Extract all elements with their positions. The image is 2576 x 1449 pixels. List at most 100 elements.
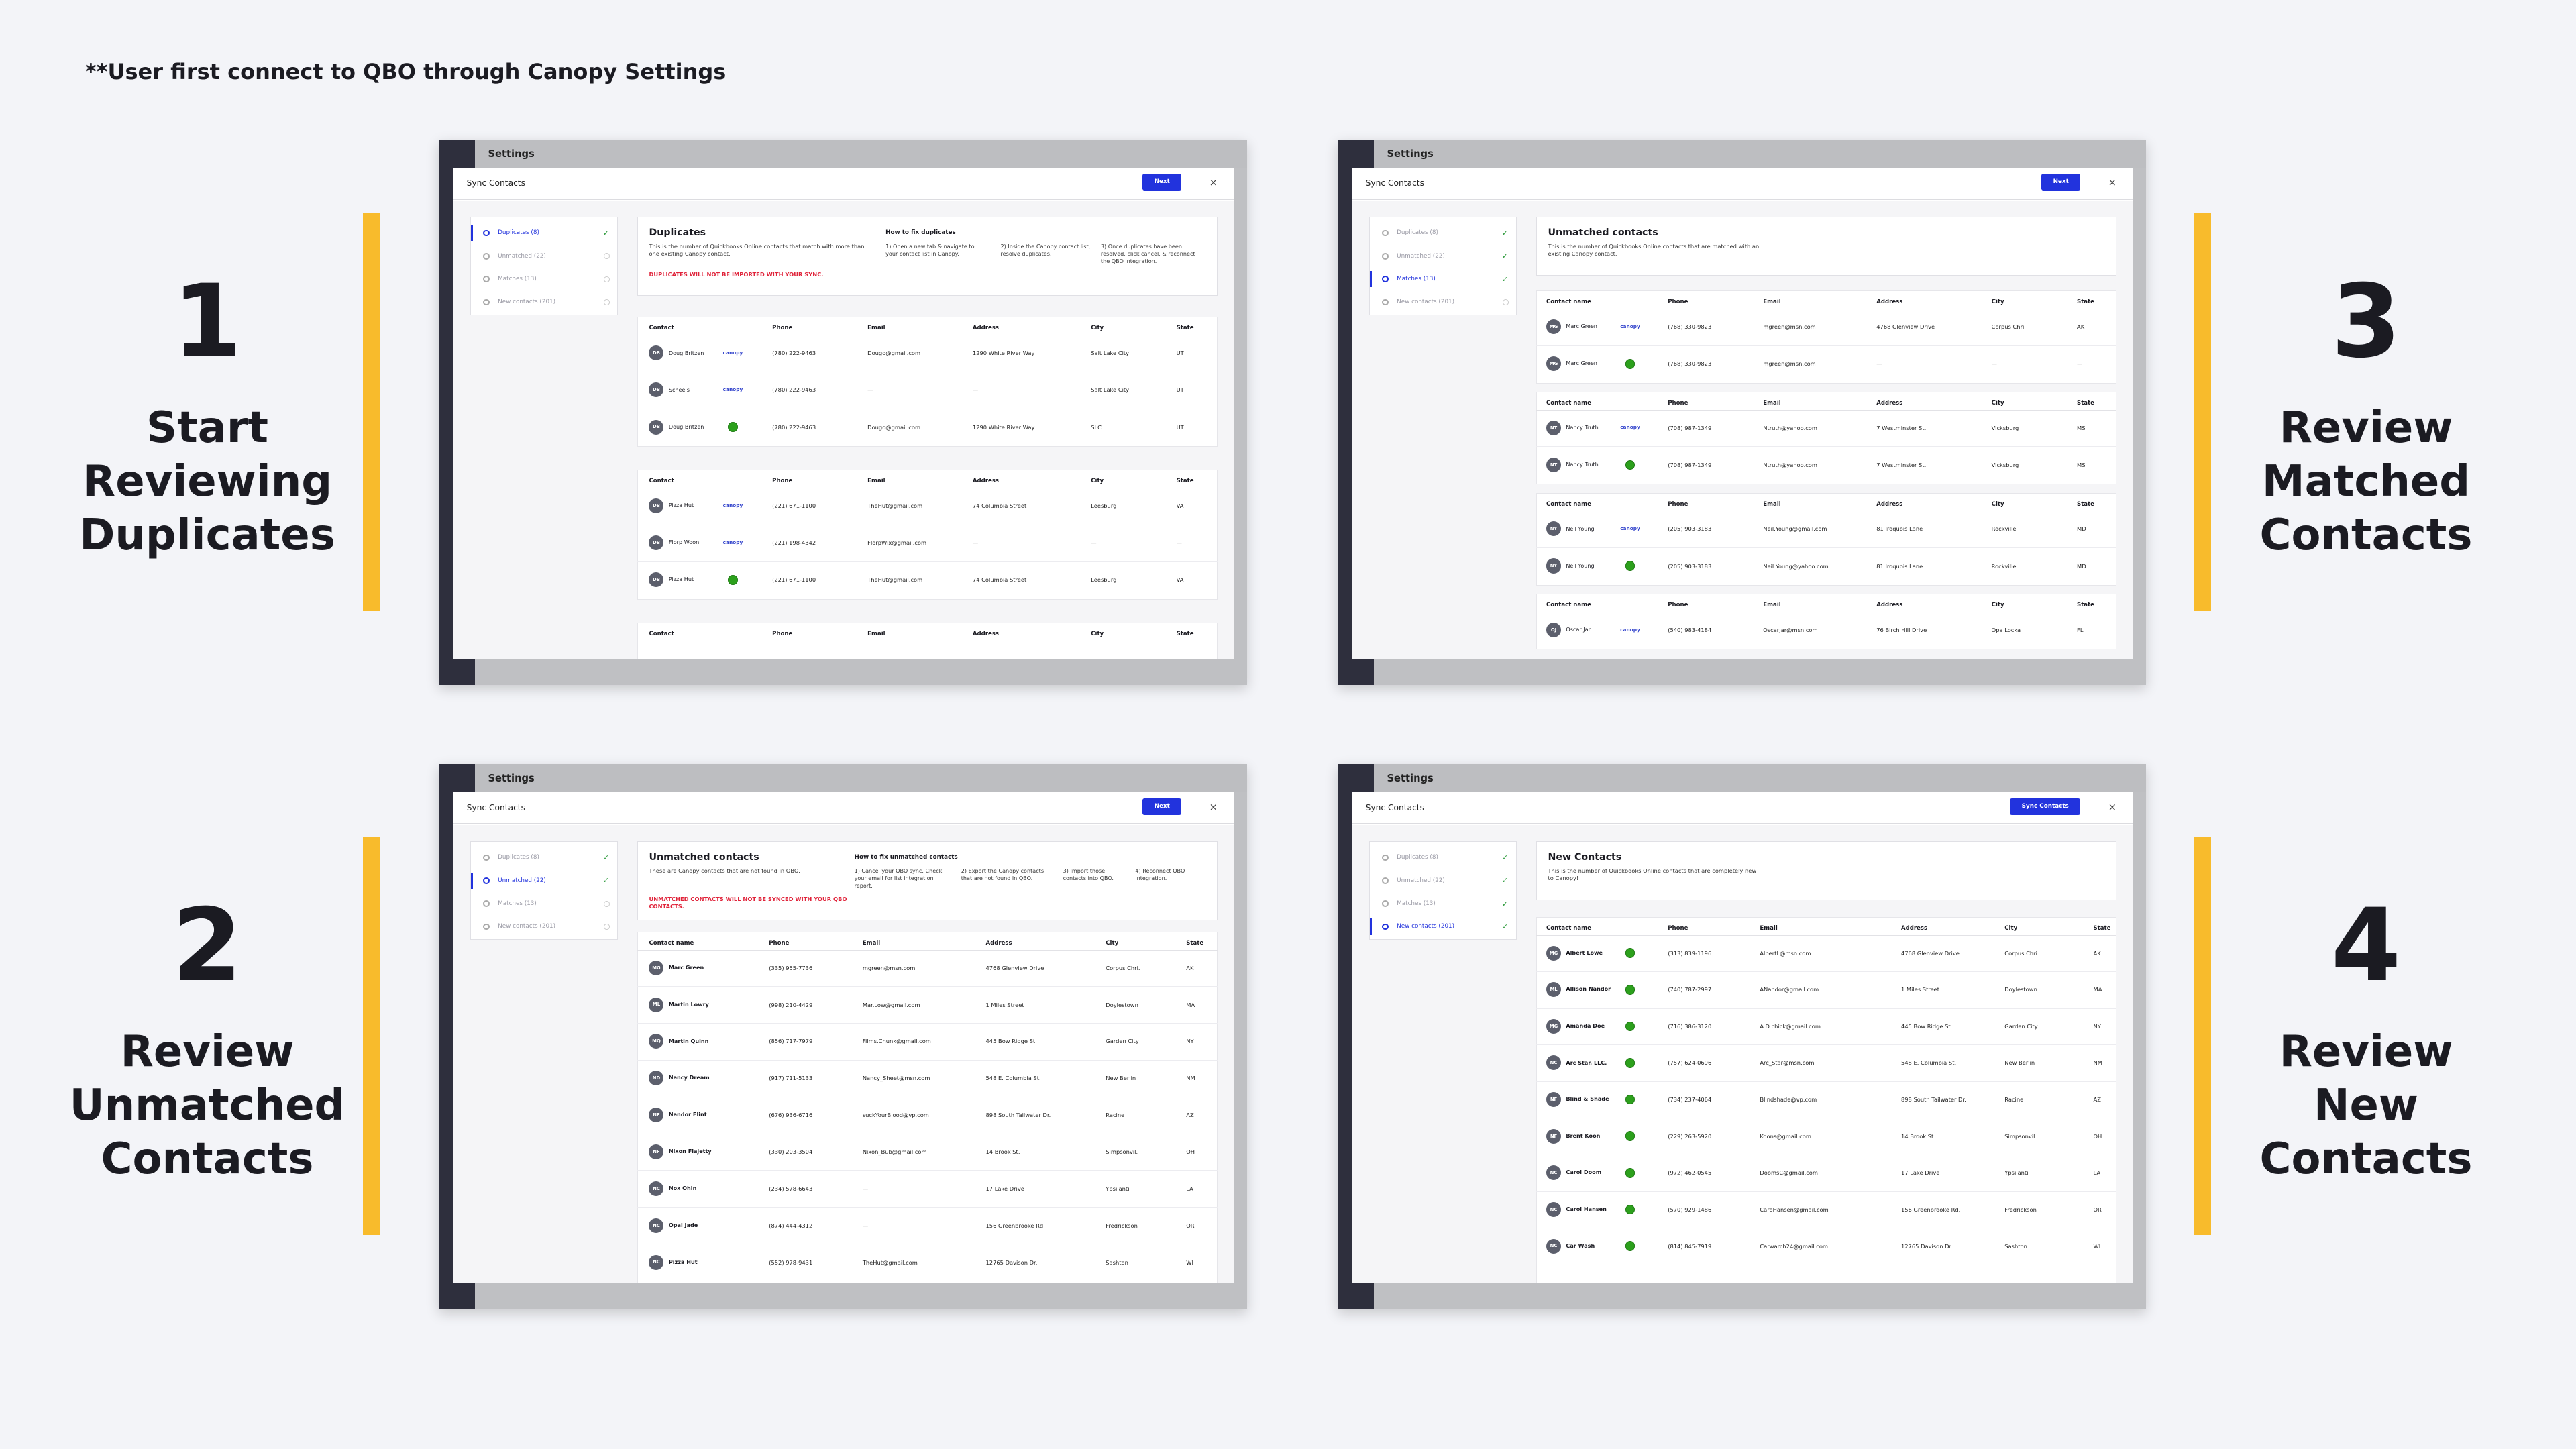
primary-button[interactable]: Next	[1142, 174, 1181, 191]
contact-name: Marc Green	[1566, 323, 1597, 330]
table-cell: —	[1091, 539, 1097, 547]
close-button[interactable]: ×	[2108, 177, 2116, 189]
table-cell: (757) 624-0696	[1668, 1059, 1712, 1067]
sidebar-item[interactable]: Unmatched (22)	[498, 252, 546, 260]
column-header: City	[1091, 630, 1104, 637]
table-cell: MS	[2077, 461, 2086, 468]
column-header: Email	[1763, 602, 1781, 609]
sidebar-icon	[483, 877, 490, 884]
card-text: This is the number of Quickbooks Online …	[1548, 243, 1760, 258]
qbo-icon	[1625, 1021, 1635, 1032]
step-title: Duplicates	[79, 511, 335, 560]
sidebar-item[interactable]: Duplicates (8)	[1397, 854, 1438, 861]
table-cell: 7 Westminster St.	[1876, 424, 1927, 431]
top-bar	[1373, 764, 2146, 792]
row-divider	[637, 1022, 1218, 1024]
contact-name: Allison Nandor	[1566, 985, 1611, 993]
sidebar-item[interactable]: Duplicates (8)	[498, 229, 539, 237]
sidebar-item[interactable]: Matches (13)	[1397, 275, 1436, 282]
table-cell: Garden City	[2004, 1022, 2038, 1030]
table-cell: VA	[1176, 502, 1184, 510]
primary-button[interactable]: Next	[2041, 174, 2080, 191]
card-warning: DUPLICATES WILL NOT BE IMPORTED WITH YOU…	[649, 270, 824, 278]
sidebar-item[interactable]: Matches (13)	[1397, 900, 1436, 907]
table-cell: Garden City	[1106, 1038, 1139, 1045]
table-cell: Dougo@gmail.com	[867, 423, 921, 431]
contact-name: Scheels	[668, 386, 690, 393]
step-number: 1	[172, 264, 243, 380]
sidebar-icon	[1382, 276, 1389, 283]
table-cell: (221) 671-1100	[772, 576, 816, 584]
table-cell: 548 E. Columbia St.	[1900, 1059, 1957, 1067]
sidebar-icon	[1382, 900, 1389, 908]
primary-button[interactable]: Next	[1142, 798, 1181, 815]
avatar-initials: MQ	[652, 1038, 661, 1044]
check-mark: ✓	[1501, 853, 1509, 862]
avatar	[649, 382, 664, 398]
avatar	[1546, 622, 1562, 638]
table-cell: —	[862, 1222, 869, 1229]
column-header: Email	[867, 325, 885, 332]
column-header: City	[1091, 325, 1104, 332]
column-header: City	[1091, 478, 1104, 485]
sidebar-item[interactable]: Matches (13)	[498, 275, 537, 282]
window-title: Settings	[488, 773, 535, 785]
table-cell: (221) 198-4342	[772, 539, 816, 547]
contact-name: Arc Star, LLC.	[1566, 1059, 1607, 1066]
sidebar-item[interactable]: Unmatched (22)	[1397, 877, 1445, 884]
table-cell: (708) 987-1349	[1668, 461, 1712, 468]
contact-name: Carol Doom	[1566, 1169, 1602, 1176]
avatar-initials: ND	[652, 1075, 661, 1081]
sidebar-item[interactable]: Unmatched (22)	[498, 877, 546, 884]
table-cell: UT	[1176, 423, 1184, 431]
card-text: This is the number of Quickbooks Online …	[649, 243, 865, 258]
how-step: 3) Import those contacts into QBO.	[1063, 867, 1114, 882]
active-indicator	[470, 872, 473, 890]
table-cell: FL	[2077, 627, 2084, 634]
row-divider	[1536, 1008, 2116, 1009]
close-button[interactable]: ×	[1209, 802, 1218, 814]
avatar	[1546, 356, 1562, 372]
how-step: 3) Once duplicates have been resolved, c…	[1100, 243, 1195, 265]
table-cell: suckYourBlood@vp.com	[862, 1112, 929, 1119]
column-header: State	[2077, 500, 2094, 508]
dialog-content: Duplicates (8) ✓ Unmatched (22) ✓ Matches (1…	[453, 824, 1234, 1283]
close-button[interactable]: ×	[2108, 802, 2116, 814]
sidebar-item[interactable]: New contacts (201)	[498, 299, 556, 306]
how-step: 2) Export the Canopy contacts that are n…	[961, 867, 1044, 882]
column-header: Address	[1876, 500, 1903, 508]
source-badge: canopy	[1620, 323, 1640, 329]
contact-name: Car Wash	[1566, 1242, 1595, 1249]
sidebar-item[interactable]: New contacts (201)	[498, 923, 556, 930]
header-divider	[1536, 409, 2116, 411]
table-cell: OH	[1186, 1148, 1195, 1155]
sidebar-item[interactable]: Matches (13)	[498, 900, 537, 907]
dialog-content: Duplicates (8) ✓ Unmatched (22) ✓ Matches (1…	[1352, 824, 2133, 1283]
sidebar-card	[470, 841, 618, 941]
column-header: Address	[972, 325, 1000, 332]
column-header: Email	[1763, 500, 1781, 508]
sidebar-item[interactable]: New contacts (201)	[1397, 923, 1455, 930]
table-cell: Koons@gmail.com	[1760, 1132, 1811, 1140]
sidebar-item[interactable]: New contacts (201)	[1397, 299, 1455, 306]
pending-icon	[1503, 299, 1509, 305]
avatar-initials: DB	[653, 540, 660, 546]
close-button[interactable]: ×	[1209, 177, 1218, 189]
avatar-initials: OJ	[1550, 627, 1557, 633]
table-cell: —	[972, 386, 979, 394]
step-bar	[363, 837, 380, 1235]
sidebar-item[interactable]: Unmatched (22)	[1397, 252, 1445, 260]
bottom-bar	[474, 1283, 1247, 1310]
primary-button[interactable]: Sync Contacts	[2010, 798, 2080, 815]
sidebar-item[interactable]: Duplicates (8)	[1397, 229, 1438, 237]
contact-name: Marc Green	[1566, 360, 1597, 367]
row-divider	[637, 1207, 1218, 1208]
qbo-icon	[728, 574, 738, 585]
row-divider	[637, 1059, 1218, 1061]
avatar	[1546, 1018, 1562, 1034]
table-cell: 4768 Glenview Drive	[1876, 323, 1935, 331]
card-title: Unmatched contacts	[649, 852, 759, 863]
step-title: New	[2313, 1081, 2419, 1130]
column-header: City	[1991, 299, 2004, 306]
sidebar-item[interactable]: Duplicates (8)	[498, 854, 539, 861]
